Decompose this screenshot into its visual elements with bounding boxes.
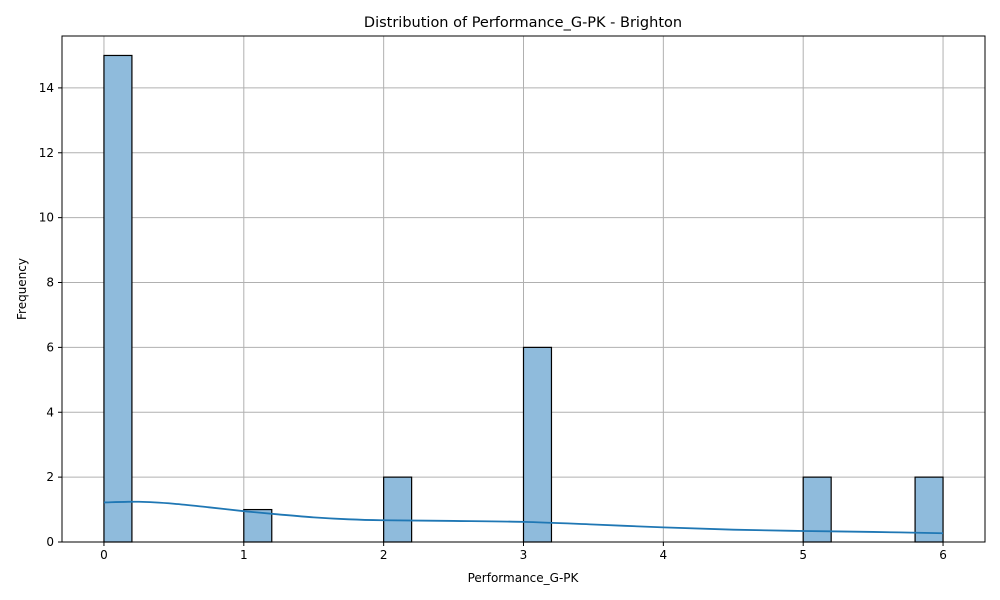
- y-tick-label-0: 0: [46, 535, 54, 549]
- histogram-bar-0: [103, 54, 133, 543]
- histogram-bar-4: [802, 476, 832, 543]
- y-tick-label-1: 2: [46, 470, 54, 484]
- x-axis-label: Performance_G-PK: [468, 571, 580, 585]
- histogram-bar-2: [383, 476, 413, 543]
- y-axis-ticks: 0 2 4 6 8 10 12 14: [39, 81, 62, 549]
- histogram-bar-3: [522, 346, 553, 543]
- chart-title: Distribution of Performance_G-PK - Brigh…: [364, 15, 682, 31]
- y-tick-label-2: 4: [46, 405, 54, 419]
- kde-curve: [103, 500, 944, 535]
- x-tick-label-4: 4: [660, 548, 668, 562]
- y-tick-label-3: 6: [46, 340, 54, 354]
- x-tick-label-5: 5: [799, 548, 807, 562]
- x-axis-ticks: 0 1 2 3 4 5 6: [100, 542, 947, 562]
- x-tick-label-2: 2: [380, 548, 388, 562]
- y-tick-label-5: 10: [39, 211, 54, 225]
- histogram-bar-1: [243, 508, 273, 543]
- x-tick-label-3: 3: [520, 548, 528, 562]
- x-tick-label-0: 0: [100, 548, 108, 562]
- histogram-bars: [103, 54, 944, 543]
- y-tick-label-7: 14: [39, 81, 54, 95]
- y-tick-label-4: 8: [46, 276, 54, 290]
- kde-curve-layer: [103, 500, 944, 535]
- x-tick-label-6: 6: [939, 548, 947, 562]
- y-tick-label-6: 12: [39, 146, 54, 160]
- x-tick-label-1: 1: [240, 548, 248, 562]
- y-axis-label: Frequency: [15, 258, 29, 320]
- grid: [62, 36, 985, 543]
